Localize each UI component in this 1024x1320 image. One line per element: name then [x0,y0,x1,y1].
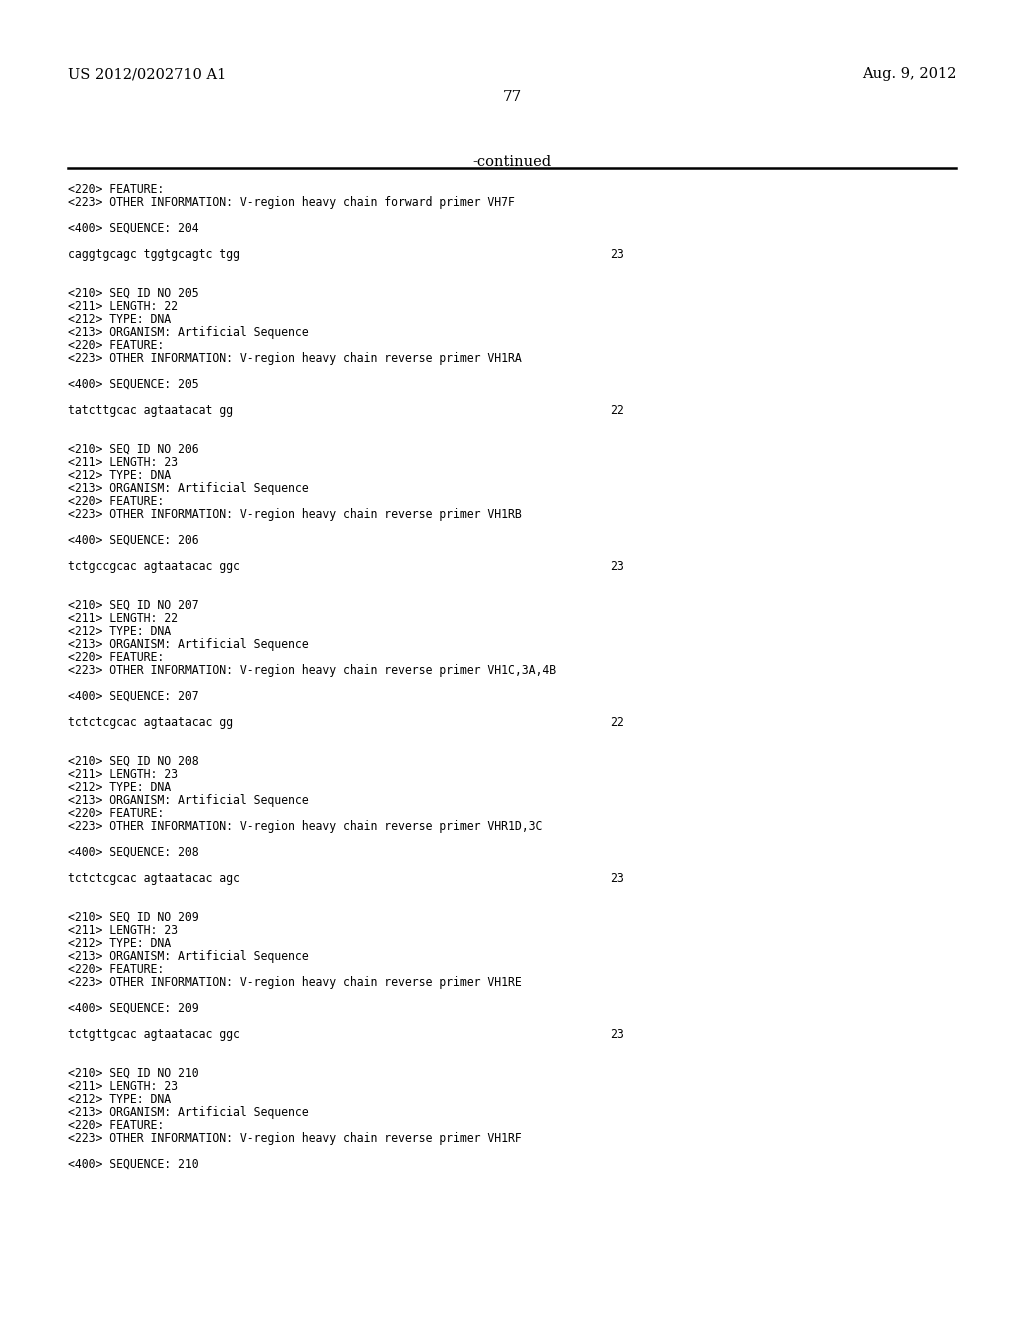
Text: <211> LENGTH: 23: <211> LENGTH: 23 [68,455,178,469]
Text: <223> OTHER INFORMATION: V-region heavy chain reverse primer VHR1D,3C: <223> OTHER INFORMATION: V-region heavy … [68,820,543,833]
Text: <223> OTHER INFORMATION: V-region heavy chain reverse primer VH1RA: <223> OTHER INFORMATION: V-region heavy … [68,352,522,366]
Text: <213> ORGANISM: Artificial Sequence: <213> ORGANISM: Artificial Sequence [68,1106,308,1119]
Text: <220> FEATURE:: <220> FEATURE: [68,964,164,975]
Text: <213> ORGANISM: Artificial Sequence: <213> ORGANISM: Artificial Sequence [68,326,308,339]
Text: <400> SEQUENCE: 204: <400> SEQUENCE: 204 [68,222,199,235]
Text: tctgccgcac agtaatacac ggc: tctgccgcac agtaatacac ggc [68,560,240,573]
Text: <220> FEATURE:: <220> FEATURE: [68,183,164,195]
Text: <400> SEQUENCE: 207: <400> SEQUENCE: 207 [68,690,199,704]
Text: 23: 23 [610,873,624,884]
Text: caggtgcagc tggtgcagtc tgg: caggtgcagc tggtgcagtc tgg [68,248,240,261]
Text: <212> TYPE: DNA: <212> TYPE: DNA [68,469,171,482]
Text: <223> OTHER INFORMATION: V-region heavy chain reverse primer VH1C,3A,4B: <223> OTHER INFORMATION: V-region heavy … [68,664,556,677]
Text: tatcttgcac agtaatacat gg: tatcttgcac agtaatacat gg [68,404,233,417]
Text: tctctcgcac agtaatacac gg: tctctcgcac agtaatacac gg [68,715,233,729]
Text: <400> SEQUENCE: 208: <400> SEQUENCE: 208 [68,846,199,859]
Text: <211> LENGTH: 23: <211> LENGTH: 23 [68,1080,178,1093]
Text: <213> ORGANISM: Artificial Sequence: <213> ORGANISM: Artificial Sequence [68,795,308,807]
Text: <212> TYPE: DNA: <212> TYPE: DNA [68,781,171,795]
Text: 22: 22 [610,715,624,729]
Text: <223> OTHER INFORMATION: V-region heavy chain forward primer VH7F: <223> OTHER INFORMATION: V-region heavy … [68,195,515,209]
Text: <210> SEQ ID NO 206: <210> SEQ ID NO 206 [68,444,199,455]
Text: tctgttgcac agtaatacac ggc: tctgttgcac agtaatacac ggc [68,1028,240,1041]
Text: <213> ORGANISM: Artificial Sequence: <213> ORGANISM: Artificial Sequence [68,482,308,495]
Text: <211> LENGTH: 23: <211> LENGTH: 23 [68,924,178,937]
Text: <223> OTHER INFORMATION: V-region heavy chain reverse primer VH1RB: <223> OTHER INFORMATION: V-region heavy … [68,508,522,521]
Text: <210> SEQ ID NO 208: <210> SEQ ID NO 208 [68,755,199,768]
Text: <220> FEATURE:: <220> FEATURE: [68,1119,164,1133]
Text: <210> SEQ ID NO 210: <210> SEQ ID NO 210 [68,1067,199,1080]
Text: <211> LENGTH: 23: <211> LENGTH: 23 [68,768,178,781]
Text: <210> SEQ ID NO 207: <210> SEQ ID NO 207 [68,599,199,612]
Text: <400> SEQUENCE: 205: <400> SEQUENCE: 205 [68,378,199,391]
Text: <213> ORGANISM: Artificial Sequence: <213> ORGANISM: Artificial Sequence [68,950,308,964]
Text: <220> FEATURE:: <220> FEATURE: [68,807,164,820]
Text: <210> SEQ ID NO 205: <210> SEQ ID NO 205 [68,286,199,300]
Text: <220> FEATURE:: <220> FEATURE: [68,495,164,508]
Text: 23: 23 [610,560,624,573]
Text: Aug. 9, 2012: Aug. 9, 2012 [861,67,956,81]
Text: <211> LENGTH: 22: <211> LENGTH: 22 [68,300,178,313]
Text: <223> OTHER INFORMATION: V-region heavy chain reverse primer VH1RF: <223> OTHER INFORMATION: V-region heavy … [68,1133,522,1144]
Text: <400> SEQUENCE: 206: <400> SEQUENCE: 206 [68,535,199,546]
Text: <223> OTHER INFORMATION: V-region heavy chain reverse primer VH1RE: <223> OTHER INFORMATION: V-region heavy … [68,975,522,989]
Text: <220> FEATURE:: <220> FEATURE: [68,339,164,352]
Text: <210> SEQ ID NO 209: <210> SEQ ID NO 209 [68,911,199,924]
Text: <220> FEATURE:: <220> FEATURE: [68,651,164,664]
Text: 77: 77 [503,90,521,104]
Text: 23: 23 [610,248,624,261]
Text: <212> TYPE: DNA: <212> TYPE: DNA [68,1093,171,1106]
Text: US 2012/0202710 A1: US 2012/0202710 A1 [68,67,226,81]
Text: tctctcgcac agtaatacac agc: tctctcgcac agtaatacac agc [68,873,240,884]
Text: <400> SEQUENCE: 210: <400> SEQUENCE: 210 [68,1158,199,1171]
Text: -continued: -continued [472,154,552,169]
Text: <212> TYPE: DNA: <212> TYPE: DNA [68,624,171,638]
Text: <213> ORGANISM: Artificial Sequence: <213> ORGANISM: Artificial Sequence [68,638,308,651]
Text: 22: 22 [610,404,624,417]
Text: 23: 23 [610,1028,624,1041]
Text: <212> TYPE: DNA: <212> TYPE: DNA [68,937,171,950]
Text: <400> SEQUENCE: 209: <400> SEQUENCE: 209 [68,1002,199,1015]
Text: <211> LENGTH: 22: <211> LENGTH: 22 [68,612,178,624]
Text: <212> TYPE: DNA: <212> TYPE: DNA [68,313,171,326]
